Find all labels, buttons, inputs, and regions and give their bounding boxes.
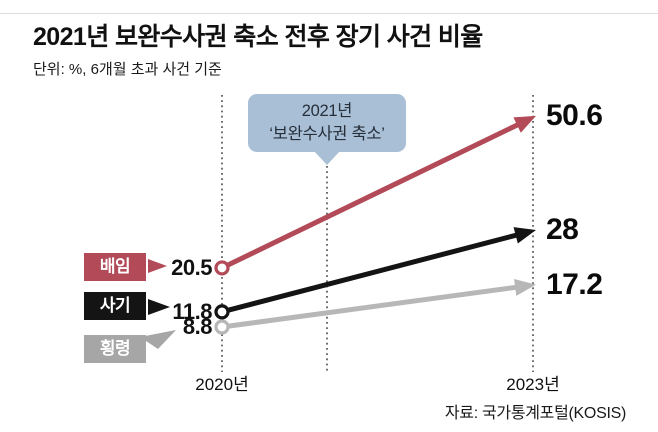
start-value-hoengnyeong: 8.8 — [182, 314, 213, 339]
label-pointer-icon-1 — [148, 299, 170, 315]
series-start-point-2 — [214, 319, 230, 335]
series-line-1 — [221, 231, 521, 315]
callout-pointer-down-icon — [314, 151, 340, 165]
unit-note: 단위: %, 6개월 초과 사건 기준 — [33, 61, 222, 78]
end-value-hoengnyeong: 17.2 — [546, 267, 603, 301]
series-line-0 — [220, 121, 522, 271]
end-value-sagi: 28 — [546, 213, 579, 247]
label-pointer-icon-2 — [140, 330, 176, 349]
top-divider — [0, 13, 658, 14]
series-arrowhead-icon-2 — [514, 278, 536, 296]
annotation-line1: 2021년 — [301, 101, 353, 120]
series-start-point-1 — [214, 304, 230, 320]
x-axis-label-2020: 2020년 — [195, 375, 249, 394]
annotation-line2: ‘보완수사권 축소’ — [269, 125, 385, 143]
x-axis-label-2023: 2023년 — [506, 375, 560, 394]
annotation-callout: 2021년 ‘보완수사권 축소’ — [248, 94, 406, 165]
series-label-sagi: 사기 — [84, 292, 146, 320]
series-start-point-0 — [214, 260, 230, 276]
start-value-baeim: 20.5 — [171, 254, 212, 280]
start-value-sagi: 11.8 — [172, 298, 212, 324]
series-label-baeim: 배임 — [84, 253, 146, 281]
label-pointer-icon-0 — [148, 259, 167, 273]
source-credit: 자료: 국가통계포털(KOSIS) — [444, 405, 626, 422]
series-label-hoengnyeong: 횡령 — [84, 335, 146, 363]
series-line-2 — [221, 284, 520, 330]
series-arrowhead-icon-1 — [513, 227, 536, 244]
chart-title: 2021년 보완수사권 축소 전후 장기 사건 비율 — [33, 23, 483, 51]
series-arrowhead-icon-0 — [513, 115, 536, 133]
end-value-baeim: 50.6 — [546, 98, 603, 132]
